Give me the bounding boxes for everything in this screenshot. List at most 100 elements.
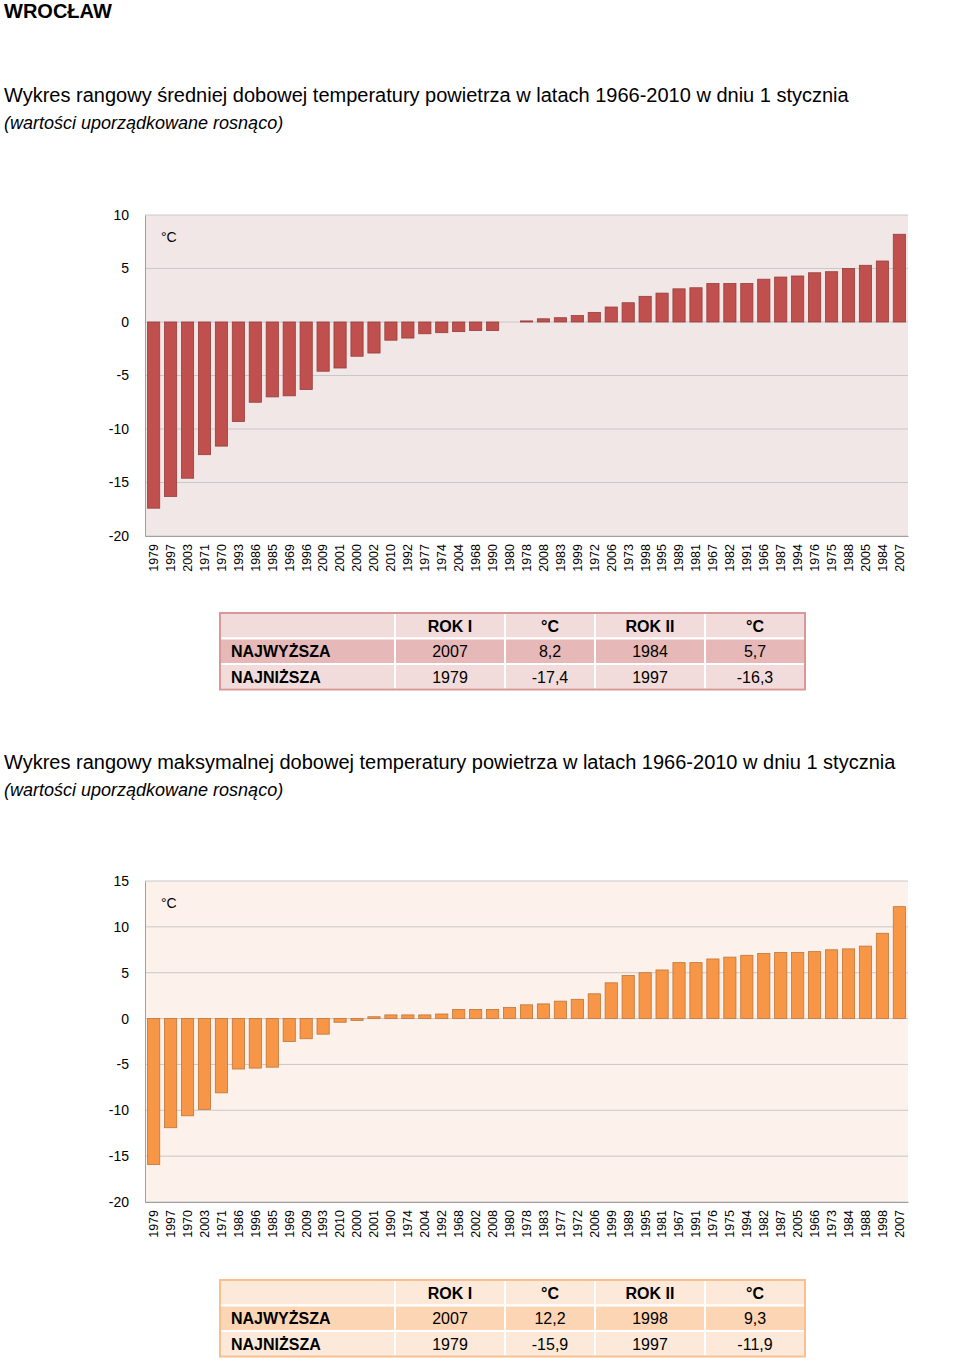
bar: [809, 273, 821, 322]
table-value: 12,2: [534, 1310, 565, 1327]
tick-label: 1978: [520, 544, 534, 572]
axis-unit: °C: [161, 895, 177, 911]
bar: [673, 289, 685, 322]
tick-label: 1969: [283, 544, 297, 572]
table-cell: [395, 639, 505, 665]
tick-label: 1967: [706, 544, 720, 572]
tick-label: 1987: [774, 544, 788, 572]
bar: [385, 1015, 397, 1019]
tick: 2006: [588, 1202, 602, 1238]
tick: 1978: [520, 1202, 534, 1238]
bar: [164, 1019, 176, 1128]
table-value: 1984: [632, 643, 668, 660]
tick: 2002: [469, 1202, 483, 1238]
tick-label: 1990: [384, 1210, 398, 1238]
tick-label: 1980: [503, 1210, 517, 1238]
tick-label: 2000: [350, 1210, 364, 1238]
tick-label: 2003: [198, 1210, 212, 1238]
table-cell: [395, 613, 505, 639]
tick: 1991: [689, 1202, 703, 1238]
tick: 2004: [418, 1202, 432, 1238]
tick: -10: [109, 421, 145, 437]
tick-label: 1994: [791, 544, 805, 572]
tick: 1996: [300, 536, 314, 572]
tick: 1986: [232, 1202, 246, 1238]
tick: 1979: [147, 536, 161, 572]
tick: 1994: [791, 536, 805, 572]
tick-label: 1966: [808, 1210, 822, 1238]
tick: 1966: [757, 536, 771, 572]
tick: 2000: [350, 1202, 364, 1238]
tick: 2007: [893, 1202, 907, 1238]
bar: [876, 933, 888, 1018]
table-cell: [220, 1306, 395, 1332]
tick-label: 1972: [588, 544, 602, 572]
plot-background: [145, 881, 908, 1202]
tick: 1982: [757, 1202, 771, 1238]
bar: [622, 303, 634, 322]
table-header: °C: [746, 618, 764, 635]
tick: 1974: [401, 1202, 415, 1238]
tick: 1998: [876, 1202, 890, 1238]
tick: 1997: [164, 536, 178, 572]
tick-label: 1974: [435, 544, 449, 572]
table-cell: [505, 664, 595, 690]
tick: 1981: [655, 1202, 669, 1238]
tick: 1989: [622, 1202, 636, 1238]
table-cell: [505, 1280, 595, 1306]
tick-label: 1995: [639, 1210, 653, 1238]
grid-line: [145, 881, 908, 882]
tick-label: 2005: [859, 544, 873, 572]
bar: [842, 949, 854, 1019]
tick: 1997: [164, 1202, 178, 1238]
bar: [215, 1019, 227, 1093]
bar: [605, 307, 617, 322]
tick-label: 0: [121, 1011, 129, 1027]
bar: [809, 952, 821, 1019]
tick: 1975: [825, 536, 839, 572]
table-cell: [220, 639, 395, 665]
bar: [198, 322, 210, 455]
tick-label: 1986: [249, 544, 263, 572]
tick: 2002: [367, 536, 381, 572]
grid-line: [145, 268, 908, 269]
tick-label: 10: [113, 919, 129, 935]
tick: 1985: [266, 1202, 280, 1238]
bar: [283, 1019, 295, 1042]
tick-label: 1970: [181, 1210, 195, 1238]
tick: 2009: [300, 1202, 314, 1238]
tick: 1995: [639, 1202, 653, 1238]
tick-label: 5: [121, 260, 129, 276]
bar: [181, 322, 193, 478]
tick-label: 1984: [842, 1210, 856, 1238]
bar: [181, 1019, 193, 1116]
tick: -20: [109, 1194, 145, 1210]
bar: [622, 975, 634, 1018]
tick: 2010: [384, 536, 398, 572]
tick: 1973: [825, 1202, 839, 1238]
tick: 2009: [316, 536, 330, 572]
tick-label: 2005: [791, 1210, 805, 1238]
tick: 1970: [181, 1202, 195, 1238]
tick-label: 1995: [655, 544, 669, 572]
tick-label: 1986: [232, 1210, 246, 1238]
tick: 10: [113, 919, 145, 935]
bar: [554, 1001, 566, 1018]
tick: 1978: [520, 536, 534, 572]
y-axis: -20-15-10-5051015: [109, 873, 146, 1210]
tick: 1995: [655, 536, 669, 572]
bar: [368, 1017, 380, 1019]
tick: 0: [121, 314, 145, 330]
tick-label: 1972: [571, 1210, 585, 1238]
tick-label: 1994: [740, 1210, 754, 1238]
tick: 10: [113, 207, 145, 223]
tick-label: 1985: [266, 1210, 280, 1238]
bar: [724, 957, 736, 1018]
tick: 1971: [215, 1202, 229, 1238]
tick-label: 15: [113, 873, 129, 889]
tick-label: 1993: [316, 1210, 330, 1238]
tick-label: 2000: [350, 544, 364, 572]
table-value: -16,3: [737, 669, 774, 686]
tick-label: 1976: [706, 1210, 720, 1238]
bars: [148, 234, 906, 508]
